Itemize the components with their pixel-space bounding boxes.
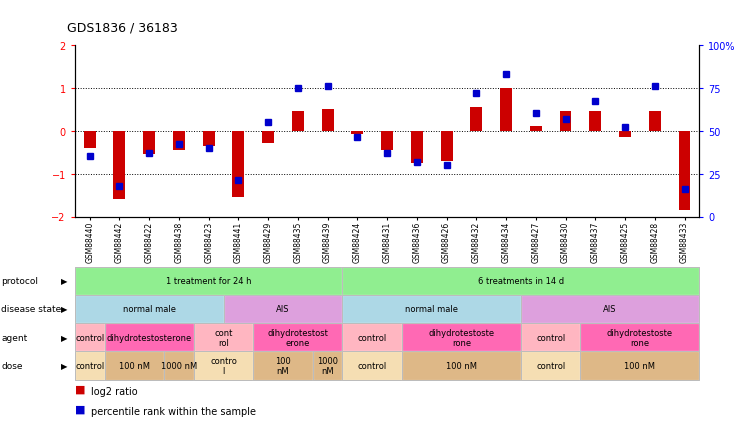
- Bar: [589, 112, 601, 131]
- Text: 100
nM: 100 nM: [275, 356, 291, 375]
- Bar: [262, 131, 274, 144]
- Text: ▶: ▶: [61, 361, 68, 370]
- Bar: [233, 131, 245, 198]
- Text: ■: ■: [75, 384, 85, 394]
- Bar: [203, 131, 215, 146]
- Text: normal male: normal male: [123, 305, 176, 314]
- Text: contro
l: contro l: [210, 356, 237, 375]
- Text: disease state: disease state: [1, 305, 62, 314]
- Bar: [678, 131, 690, 210]
- Text: ▶: ▶: [61, 333, 68, 342]
- Bar: [411, 131, 423, 164]
- Text: 1 treatment for 24 h: 1 treatment for 24 h: [166, 276, 251, 286]
- Bar: [470, 108, 482, 131]
- Text: dihydrotestoste
rone: dihydrotestoste rone: [607, 328, 673, 347]
- Text: control: control: [358, 361, 387, 370]
- Bar: [441, 131, 453, 161]
- Text: ▶: ▶: [61, 276, 68, 286]
- Text: control: control: [358, 333, 387, 342]
- Text: cont
rol: cont rol: [215, 328, 233, 347]
- Bar: [84, 131, 96, 148]
- Text: dose: dose: [1, 361, 23, 370]
- Bar: [292, 112, 304, 131]
- Text: 6 treatments in 14 d: 6 treatments in 14 d: [478, 276, 564, 286]
- Text: dihydrotestoste
rone: dihydrotestoste rone: [429, 328, 494, 347]
- Bar: [560, 112, 571, 131]
- Text: control: control: [75, 333, 104, 342]
- Bar: [352, 131, 364, 134]
- Text: normal male: normal male: [405, 305, 459, 314]
- Text: control: control: [536, 361, 565, 370]
- Bar: [649, 112, 660, 131]
- Text: protocol: protocol: [1, 276, 38, 286]
- Text: AIS: AIS: [604, 305, 617, 314]
- Text: AIS: AIS: [276, 305, 289, 314]
- Text: ▶: ▶: [61, 305, 68, 314]
- Text: GDS1836 / 36183: GDS1836 / 36183: [67, 22, 178, 35]
- Bar: [143, 131, 155, 155]
- Text: control: control: [75, 361, 104, 370]
- Text: 100 nM: 100 nM: [119, 361, 150, 370]
- Bar: [381, 131, 393, 151]
- Bar: [322, 110, 334, 131]
- Text: dihydrotestost
erone: dihydrotestost erone: [268, 328, 328, 347]
- Text: 100 nM: 100 nM: [446, 361, 477, 370]
- Bar: [619, 131, 631, 138]
- Text: control: control: [536, 333, 565, 342]
- Bar: [173, 131, 185, 151]
- Text: ■: ■: [75, 404, 85, 414]
- Text: 1000
nM: 1000 nM: [317, 356, 338, 375]
- Bar: [530, 127, 542, 131]
- Text: agent: agent: [1, 333, 28, 342]
- Bar: [500, 89, 512, 131]
- Text: 100 nM: 100 nM: [625, 361, 655, 370]
- Bar: [114, 131, 126, 200]
- Text: log2 ratio: log2 ratio: [91, 386, 138, 396]
- Text: percentile rank within the sample: percentile rank within the sample: [91, 406, 257, 416]
- Text: dihydrotestosterone: dihydrotestosterone: [106, 333, 191, 342]
- Text: 1000 nM: 1000 nM: [161, 361, 197, 370]
